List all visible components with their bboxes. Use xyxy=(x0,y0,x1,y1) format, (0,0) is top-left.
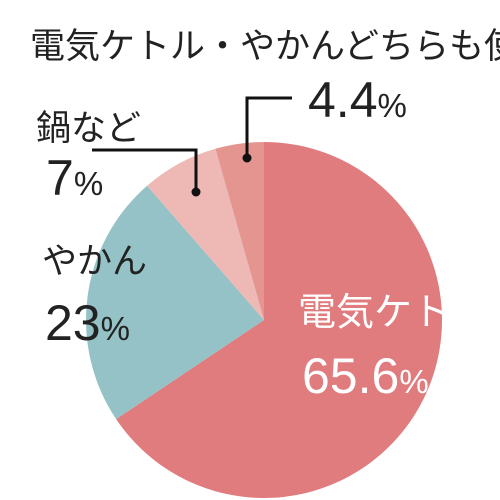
slice-value-both-number: 4.4 xyxy=(308,72,378,128)
pie-slice-nabe xyxy=(147,148,264,320)
leader-line-nabe xyxy=(92,148,198,192)
slice-value-nabe-number: 7 xyxy=(46,150,74,206)
slice-value-yakan: 23% xyxy=(45,295,130,351)
slice-value-both-unit: % xyxy=(378,87,407,124)
slice-value-kettle-number: 65.6 xyxy=(302,348,399,404)
leader-line-both xyxy=(245,96,292,158)
slice-value-kettle-unit: % xyxy=(399,363,428,400)
leader-dot-both xyxy=(242,153,252,163)
slice-label-kettle: 電気ケトル xyxy=(298,292,488,334)
slice-value-nabe: 7% xyxy=(46,150,103,206)
leader-dot-nabe xyxy=(191,187,201,197)
pie-slice-yakan xyxy=(85,185,264,420)
slice-value-nabe-unit: % xyxy=(74,165,103,202)
pie-slices xyxy=(85,142,442,499)
slice-label-yakan: やかん xyxy=(42,242,147,281)
pie-slice-both xyxy=(215,142,264,320)
slice-value-yakan-unit: % xyxy=(101,310,130,347)
slice-label-both: 電気ケトル・やかんどちらも使う xyxy=(30,27,500,66)
slice-value-both: 4.4% xyxy=(308,72,407,128)
slice-value-yakan-number: 23 xyxy=(45,295,101,351)
pie-slice-kettle xyxy=(116,142,442,499)
slice-value-kettle: 65.6% xyxy=(302,348,429,404)
slice-label-nabe: 鍋など xyxy=(36,109,141,148)
